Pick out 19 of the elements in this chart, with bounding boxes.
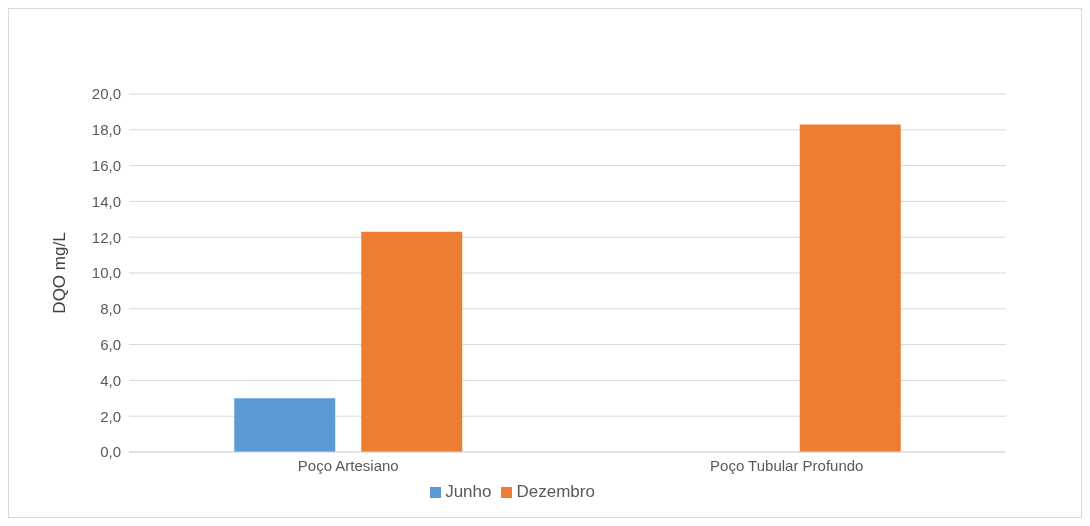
y-axis-title: DQO mg/L <box>50 232 70 314</box>
y-tick-label: 20,0 <box>91 85 121 103</box>
y-tick-label: 12,0 <box>91 228 121 246</box>
y-tick-label: 2,0 <box>100 407 121 425</box>
x-tick-label: Poço Tubular Profundo <box>710 456 864 474</box>
bar <box>799 124 901 452</box>
x-tick-label: Poço Artesiano <box>297 456 399 474</box>
y-tick-label: 18,0 <box>91 121 121 139</box>
bar <box>361 231 463 452</box>
y-tick-label: 4,0 <box>100 371 121 389</box>
bar <box>234 398 336 452</box>
y-tick-label: 16,0 <box>91 156 121 174</box>
y-tick-label: 10,0 <box>91 264 121 282</box>
legend-label: Dezembro <box>516 482 595 501</box>
legend-label: Junho <box>445 482 492 501</box>
y-tick-label: 14,0 <box>91 192 121 210</box>
y-tick-label: 8,0 <box>100 300 121 318</box>
y-tick-label: 6,0 <box>100 335 121 353</box>
y-tick-label: 0,0 <box>100 443 121 461</box>
